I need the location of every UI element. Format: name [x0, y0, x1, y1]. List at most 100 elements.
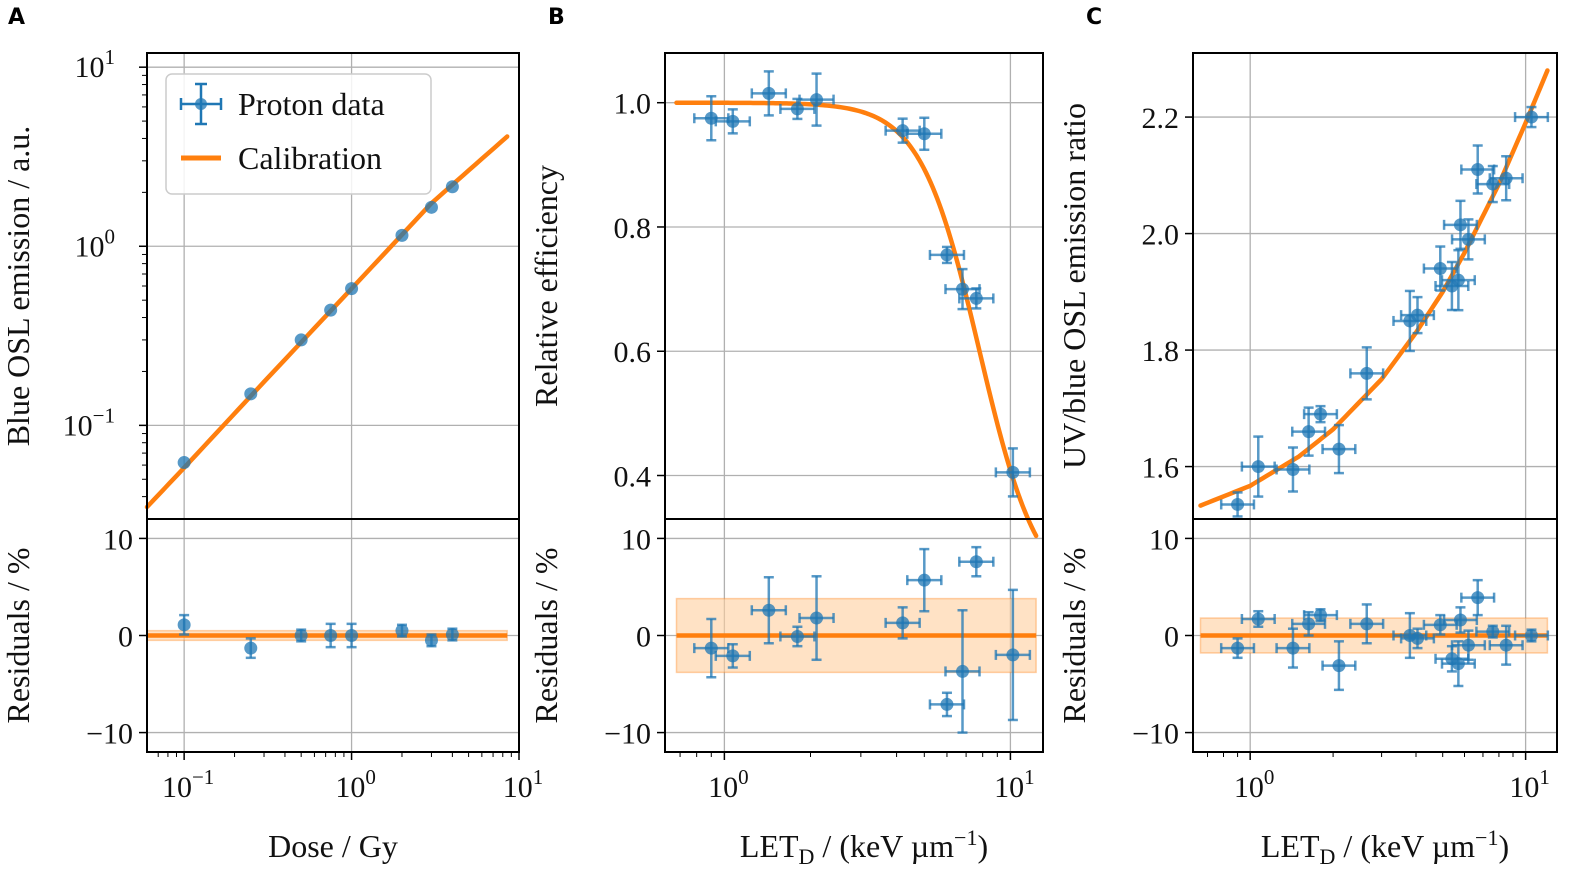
res-tick-label-b-0: 10	[621, 523, 651, 556]
residual-point-c-15	[1475, 624, 1511, 639]
x-tick-label-c-0: 100	[1234, 765, 1275, 804]
residual-point-a-5	[395, 623, 409, 638]
res-tick-label-a-2: −10	[86, 718, 133, 751]
marker	[294, 333, 308, 347]
residual-point-a-3	[324, 622, 338, 649]
data-point-b-2	[750, 70, 788, 117]
marker	[726, 114, 740, 128]
marker	[1286, 462, 1300, 476]
marker	[969, 555, 983, 569]
residual-point-c-16	[1488, 624, 1524, 666]
data-point-c-7	[1392, 289, 1428, 353]
marker	[1251, 460, 1265, 474]
res-tick-label-a-1: 0	[118, 621, 133, 654]
residual-point-b-5	[884, 606, 921, 640]
marker	[1471, 163, 1485, 176]
marker	[1524, 110, 1538, 124]
residual-point-c-17	[1513, 628, 1550, 643]
marker	[1453, 613, 1467, 627]
panel-letter-c: C	[1086, 5, 1102, 30]
marker	[1332, 442, 1346, 456]
data-point-a-6	[424, 200, 438, 214]
data-point-a-5	[395, 228, 409, 242]
x-tick-label-c-1: 101	[1509, 765, 1550, 804]
marker	[1313, 608, 1327, 622]
marker	[345, 282, 359, 296]
panel-letter-b: B	[548, 5, 565, 30]
residual-axis-label-b: Residuals / %	[528, 548, 564, 724]
marker	[294, 629, 308, 642]
marker	[940, 248, 954, 262]
marker	[1451, 657, 1465, 671]
marker	[395, 228, 409, 242]
data-point-b-9	[958, 287, 995, 310]
data-layer	[177, 70, 1550, 734]
marker	[177, 456, 191, 470]
data-point-a-0	[177, 456, 191, 470]
x-tick-label-b-1: 101	[994, 765, 1035, 804]
residual-point-b-10	[994, 588, 1032, 722]
residual-point-a-1	[244, 637, 258, 660]
res-tick-label-c-2: −10	[1132, 718, 1179, 751]
y-tick-label-b-2: 0.8	[614, 212, 652, 245]
data-point-c-4	[1302, 404, 1339, 424]
marker	[324, 629, 338, 642]
y-tick-label-c-2: 2.0	[1142, 219, 1180, 252]
residual-point-c-12	[1442, 606, 1479, 634]
res-tick-label-a-0: 10	[103, 523, 133, 556]
data-point-a-3	[324, 303, 338, 317]
data-point-c-2	[1275, 446, 1311, 493]
marker	[1486, 177, 1500, 191]
residual-point-b-2	[750, 576, 788, 645]
data-point-c-6	[1349, 346, 1385, 401]
marker	[762, 603, 776, 617]
res-tick-label-c-0: 10	[1149, 523, 1179, 556]
residual-point-b-3	[779, 625, 816, 648]
residual-point-c-8	[1399, 627, 1436, 650]
marker	[956, 282, 970, 296]
y-axis-label-b: Relative efficiency	[528, 165, 564, 407]
legend-data-label: Proton data	[238, 86, 385, 122]
marker	[445, 628, 459, 642]
marker	[917, 573, 931, 587]
marker	[1410, 308, 1424, 322]
residual-frame-b	[664, 518, 1044, 753]
marker	[1453, 218, 1467, 232]
marker	[424, 200, 438, 214]
marker	[810, 93, 824, 107]
data-point-c-11	[1440, 248, 1477, 312]
marker	[324, 303, 338, 317]
marker	[1302, 425, 1316, 439]
residual-point-b-7	[928, 691, 966, 718]
res-tick-label-c-1: 0	[1164, 621, 1179, 654]
fit-curve-b	[674, 100, 1039, 539]
x-tick-label-a-0: 10−1	[162, 765, 214, 804]
legend-data-marker	[179, 82, 223, 126]
legend-box	[165, 73, 432, 195]
marker	[969, 291, 983, 305]
residual-axis-label-c: Residuals / %	[1056, 548, 1092, 724]
data-point-b-6	[906, 116, 943, 152]
residual-point-c-4	[1302, 608, 1339, 623]
y-tick-label-c-3: 2.2	[1142, 102, 1180, 135]
x-tick-label-a-2: 101	[503, 765, 544, 804]
data-point-a-7	[445, 180, 459, 194]
marker	[1461, 232, 1475, 246]
data-point-c-1	[1240, 435, 1276, 498]
data-point-c-14	[1460, 144, 1496, 195]
x-tick-label-b-0: 100	[708, 765, 749, 804]
residual-point-c-14	[1460, 578, 1496, 617]
marker	[1360, 366, 1374, 380]
marker	[762, 86, 776, 100]
data-point-c-8	[1399, 295, 1436, 335]
data-point-b-1	[714, 108, 752, 135]
marker	[395, 624, 409, 638]
marker	[1231, 641, 1245, 655]
y-tick-label-b-0: 0.4	[614, 461, 652, 494]
y-tick-label-a-0: 10−1	[63, 403, 115, 442]
data-point-c-3	[1290, 406, 1327, 457]
residual-point-c-7	[1392, 611, 1428, 660]
marker	[1006, 648, 1020, 662]
